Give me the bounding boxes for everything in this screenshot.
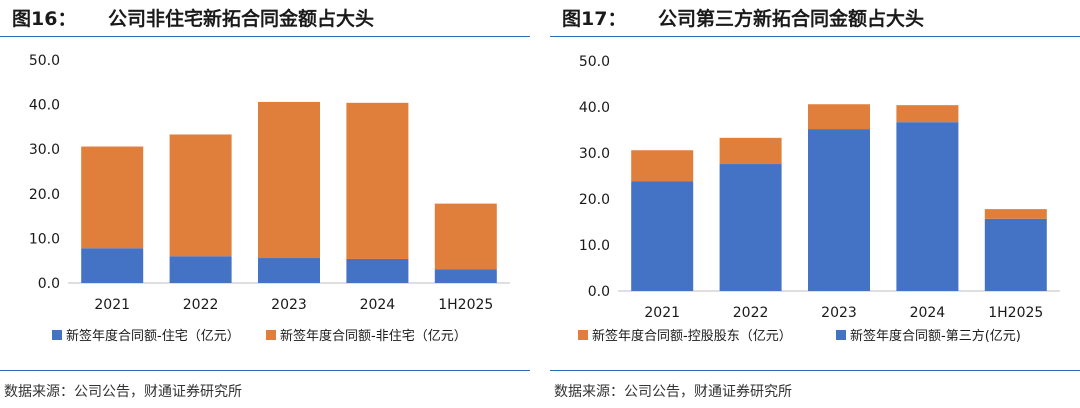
- bar-segment: [434, 269, 497, 283]
- bar-segment: [896, 122, 959, 292]
- top-divider: [0, 36, 530, 37]
- bottom-divider: [550, 370, 1080, 371]
- legend-swatch: [52, 330, 62, 340]
- bar-segment: [169, 256, 232, 283]
- figure-16-number: 图16：: [12, 8, 77, 30]
- figure-17-title: 图17： 公司第三方新拓合同金额占大头: [562, 4, 924, 31]
- legend-label: 新签年度合同额-住宅（亿元）: [66, 328, 240, 344]
- x-tick-label: 1H2025: [438, 297, 493, 313]
- y-tick-label: 30.0: [29, 142, 60, 158]
- bar-segment: [808, 129, 870, 291]
- legend-swatch: [578, 330, 588, 340]
- figure-16-source: 数据来源：公司公告，财通证券研究所: [4, 384, 242, 400]
- y-tick-label: 30.0: [579, 146, 610, 162]
- legend-swatch: [836, 330, 846, 340]
- bar-segment: [434, 203, 497, 270]
- figure-17-title-text: 公司第三方新拓合同金额占大头: [658, 8, 925, 30]
- y-tick-label: 20.0: [29, 187, 60, 203]
- y-tick-label: 0.0: [588, 284, 610, 300]
- bar-segment: [984, 218, 1047, 291]
- x-tick-label: 2022: [183, 297, 219, 313]
- bar-segment: [896, 105, 959, 123]
- bar-segment: [346, 102, 409, 259]
- bar-segment: [808, 104, 870, 130]
- bar-segment: [631, 181, 694, 291]
- bar-segment: [631, 150, 694, 182]
- bar-segment: [346, 258, 409, 283]
- figure-16-title: 图16： 公司非住宅新拓合同金额占大头: [12, 4, 374, 31]
- bar-segment: [719, 164, 782, 291]
- figure-17-panel: 图17： 公司第三方新拓合同金额占大头 0.0 10.0 20.0 30.0 40.0 50…: [550, 0, 1080, 408]
- bar-segment: [169, 134, 232, 257]
- figure-16-title-text: 公司非住宅新拓合同金额占大头: [108, 8, 375, 30]
- bar-segment: [719, 137, 782, 165]
- x-tick-label: 2023: [821, 305, 857, 321]
- y-tick-label: 50.0: [29, 53, 60, 69]
- legend-swatch: [266, 330, 276, 340]
- y-tick-label: 10.0: [579, 238, 610, 254]
- figure-16-chart: 0.0 10.0 20.0 30.0 40.0 50.0 2021 2022 2023 2024 1…: [29, 53, 510, 344]
- figure-16-panel: 图16： 公司非住宅新拓合同金额占大头 0.0 10.0 20.0 30.0 40.0 50…: [0, 0, 530, 408]
- x-tick-label: 2023: [271, 297, 307, 313]
- bottom-divider: [0, 370, 530, 371]
- bar-segment: [81, 146, 144, 249]
- bar-segment: [258, 101, 320, 259]
- y-tick-label: 40.0: [29, 98, 60, 114]
- figure-17-number: 图17：: [562, 8, 627, 30]
- y-tick-label: 20.0: [579, 192, 610, 208]
- legend-label: 新签年度合同额-非住宅（亿元）: [280, 328, 467, 344]
- y-tick-label: 40.0: [579, 100, 610, 116]
- bar-segment: [984, 209, 1047, 219]
- x-tick-label: 2021: [644, 305, 680, 321]
- figure-17-source: 数据来源：公司公告，财通证券研究所: [554, 384, 792, 400]
- bar-segment: [81, 248, 144, 283]
- x-tick-label: 1H2025: [988, 305, 1043, 321]
- y-tick-label: 50.0: [579, 54, 610, 70]
- legend-label: 新签年度合同额-控股股东（亿元）: [592, 328, 792, 344]
- y-tick-label: 10.0: [29, 231, 60, 247]
- x-tick-label: 2021: [94, 297, 130, 313]
- y-tick-label: 0.0: [38, 276, 60, 292]
- bar-segment: [258, 258, 320, 283]
- top-divider: [550, 36, 1080, 37]
- legend-label: 新签年度合同额-第三方(亿元): [850, 328, 1021, 344]
- figure-17-chart: 0.0 10.0 20.0 30.0 40.0 50.0 2021 2022 2023 2024 1…: [578, 54, 1060, 344]
- x-tick-label: 2024: [910, 305, 946, 321]
- x-tick-label: 2022: [733, 305, 769, 321]
- x-tick-label: 2024: [360, 297, 396, 313]
